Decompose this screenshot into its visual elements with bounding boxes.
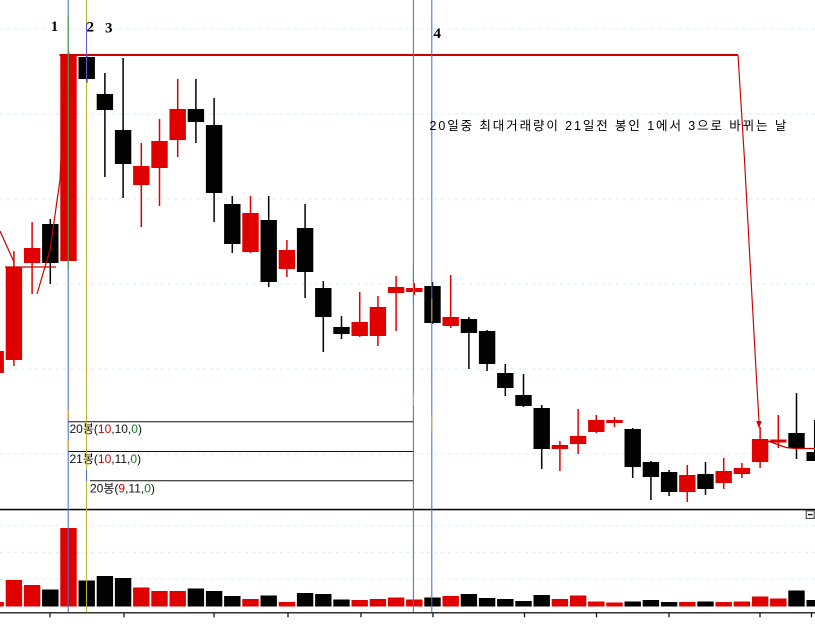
svg-text:20봉(10,10,0): 20봉(10,10,0) — [70, 422, 142, 436]
svg-text:4: 4 — [433, 26, 441, 42]
svg-text:2: 2 — [87, 20, 95, 36]
svg-text:20일중 최대거래량이 21일전 봉인 1에서 3으로 바뀌: 20일중 최대거래량이 21일전 봉인 1에서 3으로 바뀌는 날 — [430, 119, 789, 133]
svg-text:1: 1 — [51, 19, 59, 35]
svg-text:3: 3 — [105, 21, 113, 37]
svg-text:20봉(9,11,0): 20봉(9,11,0) — [90, 482, 155, 496]
svg-text:21봉(10,11,0): 21봉(10,11,0) — [70, 452, 142, 466]
